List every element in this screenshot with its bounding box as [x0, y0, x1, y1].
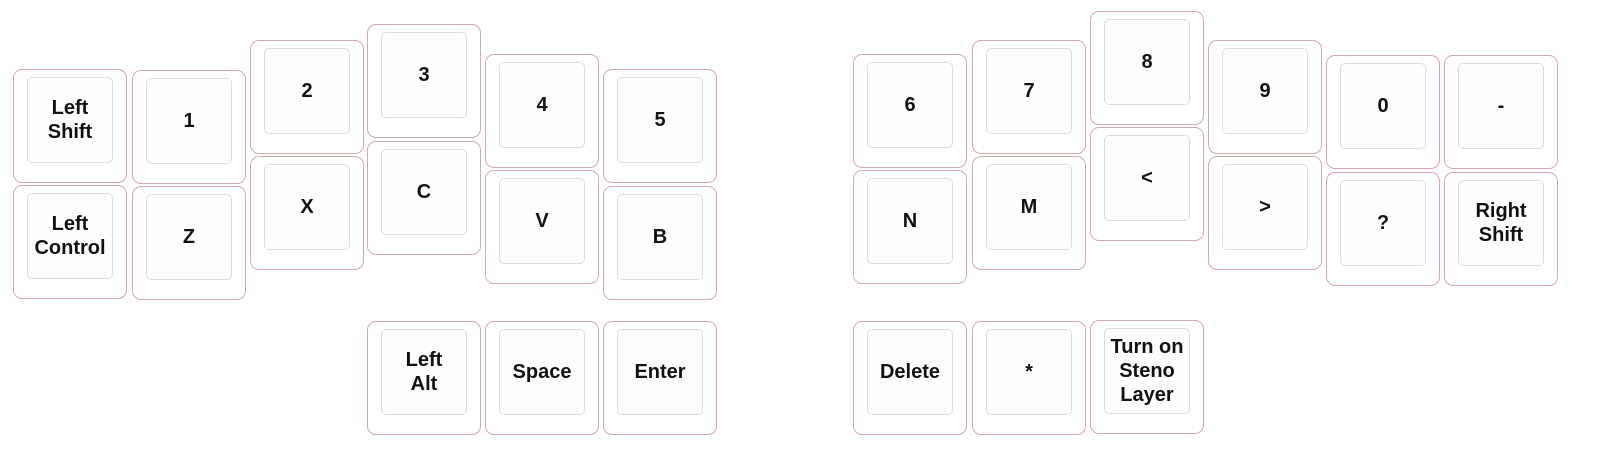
- key-label: 1: [183, 110, 195, 132]
- key-label: Left Shift: [47, 97, 93, 143]
- key-1[interactable]: 1: [132, 70, 246, 184]
- key-label: 4: [536, 94, 548, 116]
- key-label: Turn on Steno Layer: [1110, 336, 1184, 406]
- key-label: 9: [1259, 80, 1271, 102]
- keycap: Z: [146, 194, 232, 280]
- key-space[interactable]: Space: [485, 321, 599, 435]
- keycap: M: [986, 164, 1072, 250]
- key-asterisk[interactable]: *: [972, 321, 1086, 435]
- key-question[interactable]: ?: [1326, 172, 1440, 286]
- key-label: Delete: [879, 361, 941, 383]
- keycap: 6: [867, 62, 953, 148]
- keycap: <: [1104, 135, 1190, 221]
- key-9[interactable]: 9: [1208, 40, 1322, 154]
- key-0[interactable]: 0: [1326, 55, 1440, 169]
- key-label: -: [1497, 95, 1505, 117]
- key-label: V: [535, 210, 549, 232]
- key-label: 2: [301, 80, 313, 102]
- keycap: Left Alt: [381, 329, 467, 415]
- key-label: <: [1141, 167, 1153, 189]
- key-7[interactable]: 7: [972, 40, 1086, 154]
- key-label: Z: [182, 226, 196, 248]
- key-3[interactable]: 3: [367, 24, 481, 138]
- keycap: Enter: [617, 329, 703, 415]
- key-less-than[interactable]: <: [1090, 127, 1204, 241]
- key-enter[interactable]: Enter: [603, 321, 717, 435]
- key-n[interactable]: N: [853, 170, 967, 284]
- keycap: X: [264, 164, 350, 250]
- keycap: Space: [499, 329, 585, 415]
- keycap: 1: [146, 78, 232, 164]
- key-label: Space: [512, 361, 572, 383]
- key-label: ?: [1376, 212, 1390, 234]
- keycap: -: [1458, 63, 1544, 149]
- key-5[interactable]: 5: [603, 69, 717, 183]
- key-greater-than[interactable]: >: [1208, 156, 1322, 270]
- key-label: M: [1020, 196, 1038, 218]
- key-m[interactable]: M: [972, 156, 1086, 270]
- key-label: *: [1025, 361, 1033, 383]
- keycap: N: [867, 178, 953, 264]
- key-label: N: [902, 210, 918, 232]
- keycap: *: [986, 329, 1072, 415]
- key-6[interactable]: 6: [853, 54, 967, 168]
- keycap: Left Control: [27, 193, 113, 279]
- key-left-alt[interactable]: Left Alt: [367, 321, 481, 435]
- key-label: 8: [1141, 51, 1153, 73]
- key-left-control[interactable]: Left Control: [13, 185, 127, 299]
- key-x[interactable]: X: [250, 156, 364, 270]
- key-label: B: [652, 226, 668, 248]
- key-label: 3: [418, 64, 430, 86]
- keycap: 0: [1340, 63, 1426, 149]
- keycap: Turn on Steno Layer: [1104, 328, 1190, 414]
- key-label: Left Control: [34, 213, 106, 259]
- key-label: 7: [1023, 80, 1035, 102]
- key-label: X: [300, 196, 314, 218]
- key-label: C: [416, 181, 432, 203]
- keycap: V: [499, 178, 585, 264]
- key-minus[interactable]: -: [1444, 55, 1558, 169]
- key-label: Right Shift: [1475, 200, 1527, 246]
- key-steno-layer[interactable]: Turn on Steno Layer: [1090, 320, 1204, 434]
- key-2[interactable]: 2: [250, 40, 364, 154]
- key-z[interactable]: Z: [132, 186, 246, 300]
- key-label: 6: [904, 94, 916, 116]
- keycap: 9: [1222, 48, 1308, 134]
- key-label: >: [1259, 196, 1271, 218]
- key-b[interactable]: B: [603, 186, 717, 300]
- key-label: Enter: [634, 361, 686, 383]
- keycap: Delete: [867, 329, 953, 415]
- keycap: 2: [264, 48, 350, 134]
- keycap: Right Shift: [1458, 180, 1544, 266]
- keycap: ?: [1340, 180, 1426, 266]
- keycap: B: [617, 194, 703, 280]
- keycap: 5: [617, 77, 703, 163]
- key-label: 0: [1377, 95, 1389, 117]
- key-8[interactable]: 8: [1090, 11, 1204, 125]
- keycap: C: [381, 149, 467, 235]
- key-label: Left Alt: [405, 349, 443, 395]
- keycap: >: [1222, 164, 1308, 250]
- key-delete[interactable]: Delete: [853, 321, 967, 435]
- keycap: 7: [986, 48, 1072, 134]
- keycap: 4: [499, 62, 585, 148]
- key-v[interactable]: V: [485, 170, 599, 284]
- keycap: 8: [1104, 19, 1190, 105]
- keycap: Left Shift: [27, 77, 113, 163]
- key-label: 5: [654, 109, 666, 131]
- key-left-shift[interactable]: Left Shift: [13, 69, 127, 183]
- keycap: 3: [381, 32, 467, 118]
- key-4[interactable]: 4: [485, 54, 599, 168]
- key-c[interactable]: C: [367, 141, 481, 255]
- key-right-shift[interactable]: Right Shift: [1444, 172, 1558, 286]
